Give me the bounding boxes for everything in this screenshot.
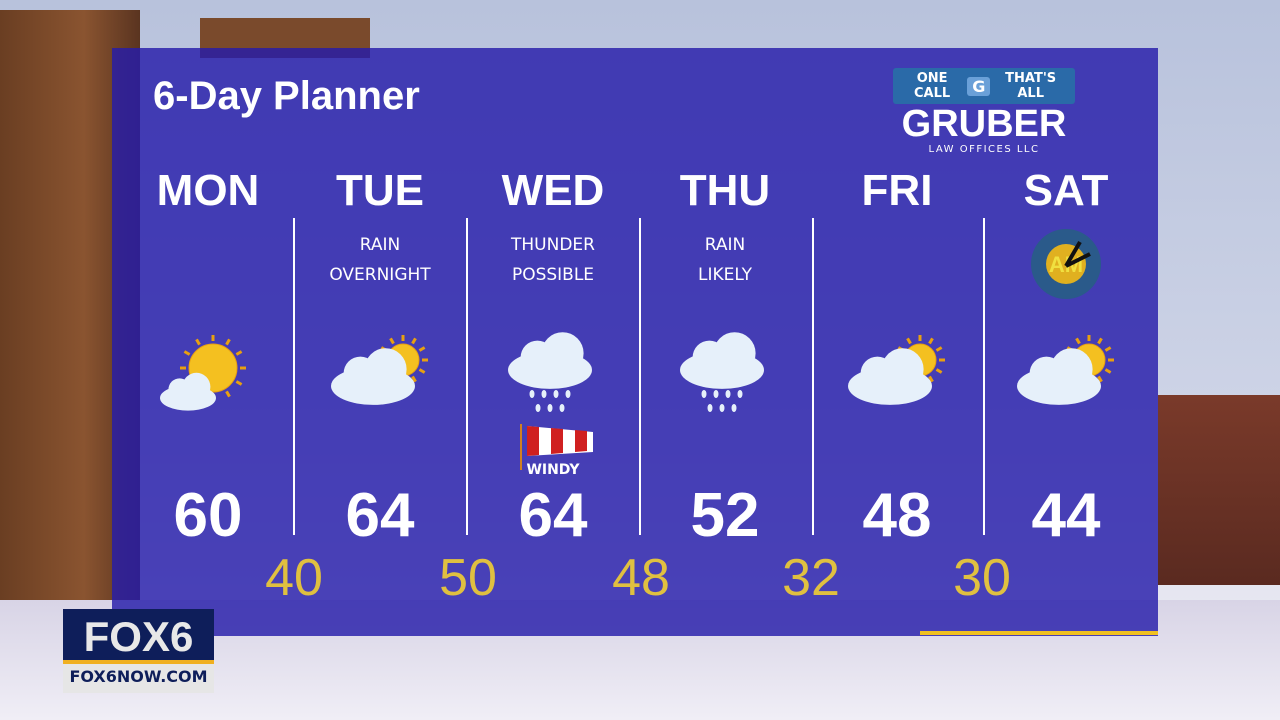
- page-title: 6-Day Planner: [153, 74, 420, 118]
- rain-cloud-icon: [508, 332, 592, 412]
- cloudy-sun-icon: [1017, 335, 1114, 405]
- day-note-line: POSSIBLE: [511, 265, 595, 285]
- column-divider: [812, 218, 814, 535]
- low-temp: 32: [782, 549, 840, 607]
- sponsor-subtitle: LAW OFFICES LLC: [928, 144, 1040, 155]
- high-temp: 52: [690, 481, 760, 550]
- day-note: RAIN OVERNIGHT: [295, 230, 465, 290]
- day-label: MON: [156, 166, 260, 215]
- background-building-right: [1158, 395, 1280, 585]
- column-divider: [293, 218, 295, 535]
- day-label: THU: [679, 166, 771, 215]
- low-temp: 50: [439, 549, 497, 607]
- am-clock-icon: AM: [1031, 229, 1101, 299]
- column-divider: [466, 218, 468, 535]
- fox6-logo: FOX6: [63, 609, 214, 664]
- high-temp: 64: [518, 481, 588, 550]
- column-divider: [639, 218, 641, 535]
- accent-bar: [920, 631, 1158, 635]
- day-note-line: RAIN: [704, 235, 746, 255]
- day-note-line: OVERNIGHT: [329, 265, 431, 285]
- day-note: RAIN LIKELY: [640, 230, 810, 290]
- day-label: WED: [501, 166, 605, 215]
- high-temp: 44: [1031, 481, 1101, 550]
- windy-label: WINDY: [526, 462, 580, 478]
- station-logo: FOX6 FOX6NOW.COM: [63, 609, 214, 693]
- low-temp: 48: [612, 549, 670, 607]
- sponsor-tagline: THAT'S ALL: [1005, 71, 1057, 101]
- day-label: SAT: [1023, 166, 1109, 215]
- cloudy-sun-icon: [848, 335, 945, 405]
- low-temp: 40: [265, 549, 323, 607]
- day-note-line: RAIN: [359, 235, 401, 255]
- day-note: THUNDER POSSIBLE: [468, 230, 638, 290]
- station-url: FOX6NOW.COM: [69, 667, 208, 686]
- low-temp: 30: [953, 549, 1011, 607]
- partly-sunny-icon: [160, 335, 246, 411]
- rain-cloud-icon: [680, 332, 764, 412]
- day-note-line: LIKELY: [698, 265, 752, 285]
- day-label: TUE: [336, 166, 424, 215]
- windsock-icon: [520, 424, 593, 470]
- sponsor-name: GRUBER: [901, 103, 1067, 145]
- shield-icon: G: [967, 76, 991, 96]
- high-temp: 48: [862, 481, 932, 550]
- sponsor-tagline: ONE CALL: [914, 71, 951, 101]
- day-label: FRI: [861, 166, 933, 215]
- sponsor-logo: ONE CALL G THAT'S ALL GRUBER LAW OFFICES L…: [893, 68, 1075, 155]
- high-temp: 64: [345, 481, 415, 550]
- high-temp: 60: [173, 481, 243, 550]
- cloudy-sun-icon: [331, 335, 428, 405]
- day-note-line: THUNDER: [511, 235, 595, 255]
- column-divider: [983, 218, 985, 535]
